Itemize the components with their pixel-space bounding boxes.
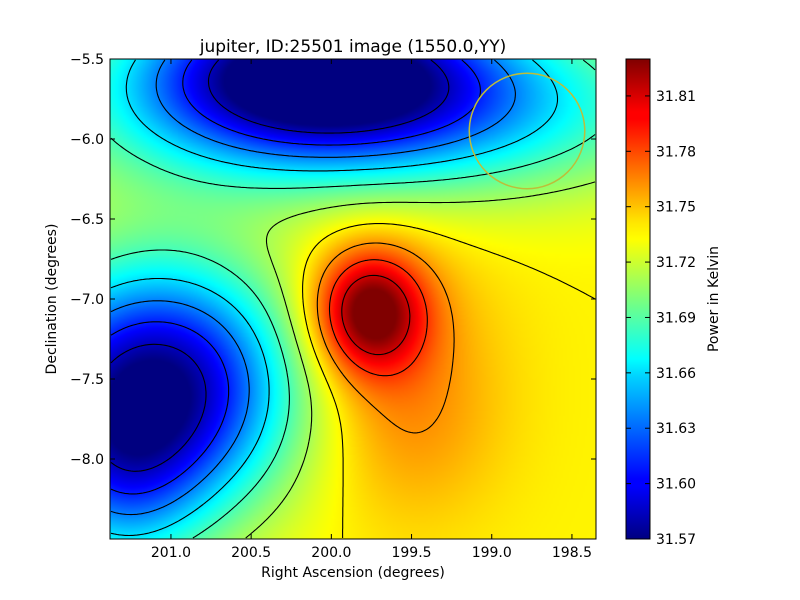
colorbar-tick-label: 31.57	[656, 532, 696, 548]
y-tick-label: −7.0	[70, 292, 104, 308]
y-tick-label: −7.5	[70, 372, 104, 388]
x-tick-label: 201.0	[151, 545, 191, 561]
x-tick-label: 199.0	[472, 545, 512, 561]
colorbar-label: Power in Kelvin	[706, 246, 722, 352]
colorbar-tick-label: 31.78	[656, 144, 696, 160]
chart-title: jupiter, ID:25501 image (1550.0,YY)	[199, 37, 507, 57]
contour-line	[110, 59, 516, 516]
colorbar-tick-label: 31.60	[656, 477, 696, 493]
y-tick-label: −5.5	[70, 52, 104, 68]
x-tick-label: 200.5	[231, 545, 271, 561]
beam-circle	[468, 72, 586, 190]
contour-line	[110, 59, 559, 537]
y-axis-label: Declination (degrees)	[44, 224, 60, 375]
y-tick-label: −6.5	[70, 212, 104, 228]
contour-line	[110, 59, 481, 495]
colorbar-tick-label: 31.75	[656, 200, 696, 216]
contour-line	[316, 242, 455, 434]
colorbar-tick-label: 31.63	[656, 421, 696, 437]
x-tick-label: 200.0	[311, 545, 351, 561]
y-axis-ticks: −5.5 −6.0 −6.5 −7.0 −7.5 −8.0	[70, 52, 596, 468]
x-axis-label: Right Ascension (degrees)	[261, 565, 445, 581]
colorbar-tick-label: 31.69	[656, 310, 696, 326]
contour-line	[341, 274, 411, 356]
x-axis-ticks: 201.0 200.5 200.0 199.5 199.0 198.5	[151, 59, 592, 561]
y-tick-label: −6.0	[70, 132, 104, 148]
colorbar-tick-label: 31.66	[656, 366, 696, 382]
y-tick-label: −8.0	[70, 452, 104, 468]
contour-line	[110, 59, 450, 472]
colorbar-tick-label: 31.72	[656, 255, 696, 271]
contour-lines	[110, 59, 596, 539]
colorbar-tick-label: 31.81	[656, 89, 696, 105]
contour-line	[302, 222, 596, 538]
plot-area	[110, 59, 596, 539]
contour-line	[245, 181, 596, 539]
x-tick-label: 199.5	[391, 545, 431, 561]
heatmap-image	[110, 59, 596, 539]
colorbar	[625, 58, 651, 540]
contour-line	[328, 259, 428, 377]
contour-line	[110, 59, 596, 539]
colorbar-ticks: 31.81 31.78 31.75 31.72 31.69 31.66 31.63 31.60…	[626, 89, 696, 548]
x-tick-label: 198.5	[552, 545, 592, 561]
